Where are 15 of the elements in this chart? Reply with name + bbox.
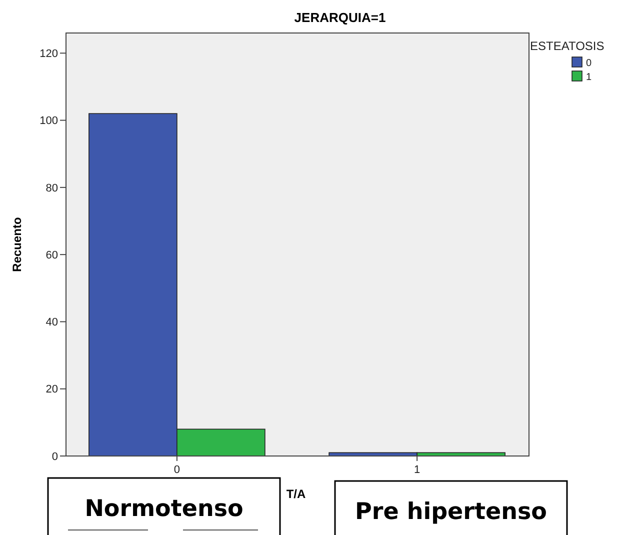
y-tick-label: 80 [46, 182, 58, 194]
legend-label: 0 [586, 58, 592, 69]
y-tick-label: 100 [40, 115, 58, 128]
y-tick-label: 60 [46, 249, 58, 262]
y-tick-label: 120 [40, 48, 58, 60]
y-tick-label: 20 [46, 384, 58, 396]
legend-title: ESTEATOSIS [530, 39, 604, 53]
x-axis-title: T/A [286, 487, 306, 501]
y-axis-title: Recuento [10, 217, 24, 272]
text: Pre hipertenso [355, 499, 547, 525]
legend-label: 1 [586, 72, 592, 83]
y-tick-label: 0 [52, 450, 58, 463]
text: Normotenso [84, 496, 244, 522]
y-tick-label: 40 [46, 316, 58, 329]
chart-title: JERARQUIA=1 [294, 10, 386, 25]
